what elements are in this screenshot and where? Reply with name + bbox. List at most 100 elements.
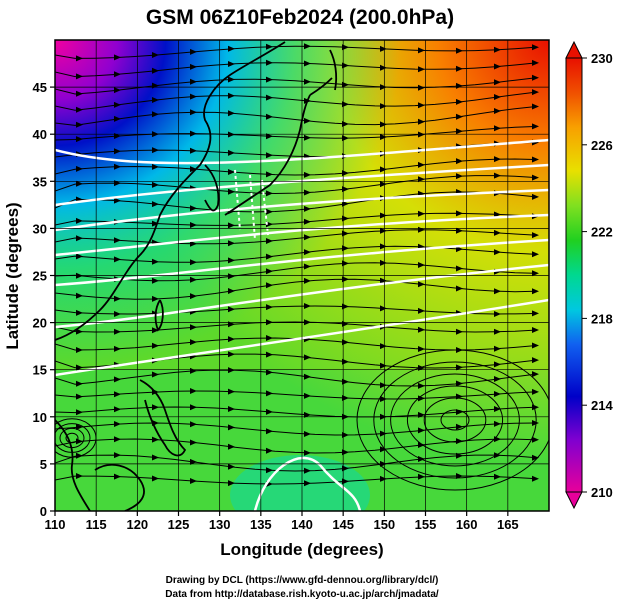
streamline: [55, 212, 536, 226]
streamline-arrow: [456, 364, 463, 371]
streamline: [55, 305, 536, 315]
streamline-arrow: [418, 411, 425, 418]
streamline-arrow: [190, 130, 197, 137]
streamline-arrow: [494, 156, 501, 163]
streamline-arrow: [456, 158, 463, 165]
streamline-arrow: [304, 218, 311, 225]
streamline-arrow: [266, 94, 273, 101]
streamline: [55, 369, 536, 387]
streamline: [55, 262, 536, 282]
x-tick-label: 140: [291, 517, 313, 532]
streamline-arrow: [418, 262, 425, 268]
streamline-arrow: [532, 371, 539, 378]
streamline-arrow: [342, 186, 349, 193]
streamline-arrow: [494, 94, 501, 100]
streamline-arrow: [304, 234, 311, 241]
streamline: [55, 278, 536, 300]
contour-lines: [55, 138, 549, 511]
streamline-arrow: [494, 172, 501, 179]
streamline-arrow: [190, 78, 197, 85]
streamline-arrow: [114, 391, 121, 398]
streamline-arrow: [76, 393, 83, 400]
streamline-arrow: [456, 210, 463, 217]
streamline-arrow: [380, 181, 387, 188]
streamline-arrow: [266, 428, 273, 435]
streamline-arrow: [76, 121, 83, 128]
streamline-arrow: [266, 59, 273, 66]
streamline-arrow: [266, 390, 273, 397]
streamline-arrow: [266, 238, 273, 244]
streamline-arrow: [228, 306, 235, 313]
streamline-arrow: [532, 251, 539, 258]
streamline-arrow: [190, 421, 197, 428]
streamline-arrow: [266, 208, 273, 215]
streamline-arrow: [266, 133, 273, 140]
streamline-arrow: [418, 161, 425, 168]
streamline-arrow: [494, 249, 501, 256]
streamline-arrow: [456, 438, 463, 445]
contour-line: [55, 188, 549, 232]
streamline-arrow: [266, 335, 273, 341]
streamline-arrow: [76, 409, 83, 416]
streamline-arrow: [114, 345, 121, 352]
figure-title: GSM 06Z10Feb2024 (200.0hPa): [146, 6, 454, 29]
colorbar-ticks: 230 226 222 218 214 210: [582, 51, 613, 500]
swirl-streamline: [440, 409, 470, 431]
streamline-arrow: [380, 166, 387, 173]
streamline-arrow: [228, 257, 235, 264]
streamline-arrow: [494, 211, 501, 218]
streamline-arrow: [380, 243, 387, 250]
streamline-arrow: [76, 106, 83, 113]
streamline-arrow: [456, 128, 463, 135]
streamline: [55, 321, 536, 333]
streamline-arrow: [266, 43, 273, 50]
streamline-arrow: [532, 270, 539, 277]
colorbar-tick-label: 214: [591, 398, 613, 413]
streamline-arrow: [532, 357, 539, 364]
streamline-arrow: [152, 404, 159, 411]
streamline-arrow: [532, 74, 539, 81]
colorbar-tick-label: 226: [591, 138, 613, 153]
streamline-arrow: [114, 148, 121, 155]
streamline-arrow: [532, 388, 539, 395]
streamline-arrow: [380, 212, 387, 219]
contour-line: [55, 213, 549, 257]
streamline-arrow: [304, 171, 311, 178]
streamline-arrow: [114, 311, 121, 317]
colorbar-bottom-triangle: [565, 491, 583, 510]
streamline-arrow: [304, 392, 311, 399]
streamline-arrow: [304, 189, 311, 196]
streamline: [55, 106, 536, 126]
colorbar: 230 226 222 218 214 210: [565, 40, 613, 510]
streamline-arrow: [532, 327, 539, 333]
streamline: [55, 390, 536, 400]
streamline-arrow: [152, 454, 159, 461]
streamline-arrow: [304, 263, 311, 270]
streamline-arrow: [532, 436, 539, 443]
streamline-arrow: [380, 475, 387, 482]
streamline-arrow: [494, 406, 501, 412]
streamline-arrow: [456, 227, 463, 234]
streamline-arrow: [114, 452, 121, 459]
streamline-arrow: [152, 181, 159, 188]
streamline-arrow: [304, 319, 311, 326]
streamline-arrow: [304, 467, 311, 474]
streamline-arrow: [456, 423, 463, 430]
streamline-arrow: [228, 480, 235, 487]
streamline-arrow: [152, 163, 159, 170]
y-axis-label: Latitude (degrees): [3, 202, 22, 349]
streamline: [55, 45, 536, 59]
streamline-arrow: [456, 246, 463, 253]
streamline-arrow: [76, 424, 83, 430]
coast-borneo: [94, 463, 145, 511]
streamline-arrow: [494, 361, 501, 368]
streamline-arrow: [114, 54, 121, 61]
streamline-arrow: [342, 135, 349, 142]
streamline-arrow: [304, 205, 311, 212]
streamline-arrow: [114, 295, 121, 302]
streamline-arrow: [532, 232, 539, 239]
streamline-arrow: [152, 97, 159, 103]
streamline-arrow: [532, 44, 539, 51]
streamline-arrow: [190, 388, 197, 394]
streamline-arrow: [418, 442, 425, 448]
